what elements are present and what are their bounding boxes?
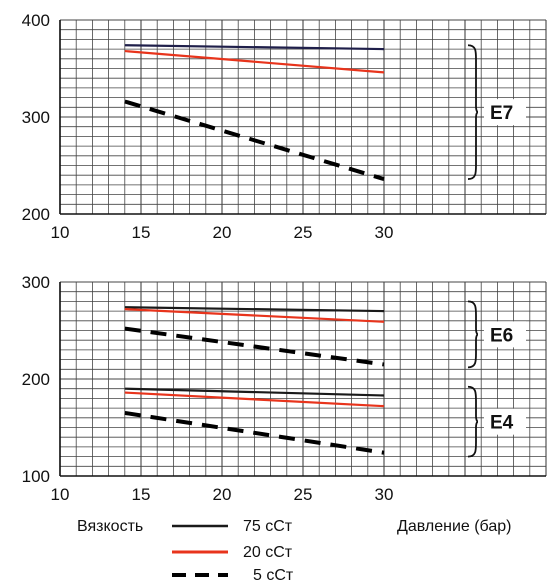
x-tick-label: 25	[294, 223, 313, 242]
x-tick-label: 25	[294, 485, 313, 504]
x-tick-label: 20	[213, 223, 232, 242]
legend: Вязкость 75 сСт 20 сСт 5 сСт	[77, 518, 294, 584]
group-brace	[467, 300, 479, 369]
series-line	[124, 326, 385, 367]
group-brace	[467, 385, 479, 458]
legend-title: Вязкость	[77, 518, 143, 535]
group-label-bg	[484, 321, 526, 348]
series-line	[124, 306, 385, 313]
group-label: E7	[490, 103, 513, 124]
x-tick-label: 15	[132, 223, 151, 242]
y-tick-label: 200	[22, 205, 50, 224]
group-label: E6	[490, 325, 513, 346]
x-tick-label: 30	[375, 223, 394, 242]
series-line	[124, 387, 385, 397]
grid	[59, 281, 547, 477]
chart-panel-bottom: 10 15 20 25 30 100 200 300 E6 E4	[22, 273, 547, 504]
grid	[59, 19, 547, 215]
y-tick-label: 300	[22, 273, 50, 292]
series-line	[124, 308, 385, 323]
x-tick-label: 10	[51, 485, 70, 504]
x-tick-label: 30	[375, 485, 394, 504]
legend-label-20: 20 сСт	[243, 544, 293, 561]
series-line	[124, 49, 385, 74]
y-tick-label: 100	[22, 467, 50, 486]
legend-label-5: 5 сСт	[253, 567, 294, 584]
group-label-bg	[484, 99, 526, 126]
legend-label-75: 75 сСт	[243, 518, 293, 535]
group-label: E4	[490, 413, 514, 434]
chart-panel-top: 10 15 20 25 30 200 300 400 E7	[22, 11, 547, 242]
series-line	[124, 391, 385, 408]
series-line	[124, 44, 385, 51]
series-line	[124, 99, 385, 181]
x-tick-label: 20	[213, 485, 232, 504]
series-line	[124, 410, 385, 455]
group-brace	[467, 44, 479, 180]
y-tick-label: 200	[22, 370, 50, 389]
y-tick-label: 300	[22, 108, 50, 127]
group-label-bg	[484, 408, 526, 435]
x-axis-label: Давление (бар)	[397, 518, 511, 535]
x-tick-label: 10	[51, 223, 70, 242]
y-tick-label: 400	[22, 11, 50, 30]
x-tick-label: 15	[132, 485, 151, 504]
